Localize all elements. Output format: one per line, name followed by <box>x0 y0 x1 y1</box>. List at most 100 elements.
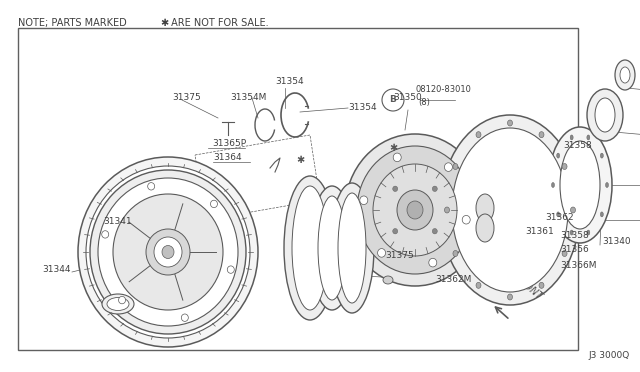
Ellipse shape <box>407 201 423 219</box>
Ellipse shape <box>476 194 494 222</box>
Ellipse shape <box>570 207 575 213</box>
Ellipse shape <box>393 153 401 162</box>
Ellipse shape <box>476 214 494 242</box>
Ellipse shape <box>462 215 470 224</box>
Ellipse shape <box>570 230 573 235</box>
Ellipse shape <box>357 146 473 274</box>
Ellipse shape <box>452 128 568 292</box>
Ellipse shape <box>587 230 590 235</box>
Ellipse shape <box>453 164 458 170</box>
Ellipse shape <box>557 212 559 217</box>
Ellipse shape <box>211 200 218 208</box>
Ellipse shape <box>476 132 481 138</box>
Ellipse shape <box>86 166 250 338</box>
Ellipse shape <box>600 212 604 217</box>
Ellipse shape <box>557 153 559 158</box>
Ellipse shape <box>508 294 513 300</box>
Ellipse shape <box>345 134 485 286</box>
Ellipse shape <box>560 141 600 229</box>
Ellipse shape <box>432 228 437 234</box>
Text: J3 3000Q: J3 3000Q <box>589 351 630 360</box>
Ellipse shape <box>562 164 567 170</box>
Ellipse shape <box>548 127 612 243</box>
Ellipse shape <box>476 282 481 288</box>
Ellipse shape <box>360 196 368 205</box>
Text: 31341: 31341 <box>103 218 132 227</box>
Ellipse shape <box>90 170 246 334</box>
Bar <box>95 228 160 263</box>
Ellipse shape <box>338 193 366 303</box>
Text: 31354: 31354 <box>348 103 376 112</box>
Ellipse shape <box>397 190 433 230</box>
Text: ✱: ✱ <box>160 18 168 28</box>
Ellipse shape <box>393 228 397 234</box>
Text: 31375: 31375 <box>385 250 413 260</box>
Ellipse shape <box>552 183 554 187</box>
Text: 31344: 31344 <box>42 266 70 275</box>
Text: ARE NOT FOR SALE.: ARE NOT FOR SALE. <box>168 18 269 28</box>
Text: 31354M: 31354M <box>230 93 266 103</box>
Text: 31365P: 31365P <box>212 138 246 148</box>
Ellipse shape <box>310 186 354 310</box>
Ellipse shape <box>98 178 238 326</box>
Ellipse shape <box>539 282 544 288</box>
Ellipse shape <box>383 276 393 284</box>
Ellipse shape <box>570 135 573 140</box>
Ellipse shape <box>107 298 129 311</box>
Ellipse shape <box>595 98 615 132</box>
Ellipse shape <box>227 266 234 273</box>
Text: 31340: 31340 <box>602 237 630 247</box>
Text: ✱: ✱ <box>389 143 397 153</box>
Ellipse shape <box>292 186 328 310</box>
Ellipse shape <box>444 163 452 171</box>
Ellipse shape <box>562 250 567 257</box>
Ellipse shape <box>587 135 590 140</box>
Ellipse shape <box>432 186 437 192</box>
Text: B: B <box>390 96 396 105</box>
Ellipse shape <box>620 67 630 83</box>
Text: 31350: 31350 <box>394 93 422 103</box>
Ellipse shape <box>445 207 449 213</box>
Ellipse shape <box>605 183 609 187</box>
Ellipse shape <box>440 115 580 305</box>
Text: 31358: 31358 <box>560 231 589 240</box>
Ellipse shape <box>508 120 513 126</box>
Ellipse shape <box>102 231 109 238</box>
Ellipse shape <box>154 237 182 267</box>
Text: 31364: 31364 <box>213 154 242 163</box>
Ellipse shape <box>600 153 604 158</box>
Ellipse shape <box>118 296 125 304</box>
Text: 31362M: 31362M <box>435 276 472 285</box>
Ellipse shape <box>113 194 223 310</box>
Ellipse shape <box>539 132 544 138</box>
Text: 31366M: 31366M <box>560 260 596 269</box>
Text: 31354: 31354 <box>276 77 304 87</box>
Text: 08120-83010: 08120-83010 <box>415 86 471 94</box>
Ellipse shape <box>453 250 458 257</box>
Bar <box>18 28 578 350</box>
Ellipse shape <box>330 183 374 313</box>
Ellipse shape <box>162 246 174 259</box>
Ellipse shape <box>102 294 134 314</box>
Ellipse shape <box>615 60 635 90</box>
Text: 31361: 31361 <box>525 228 554 237</box>
Ellipse shape <box>146 229 190 275</box>
Ellipse shape <box>318 196 346 300</box>
Ellipse shape <box>78 157 258 347</box>
Text: 31362: 31362 <box>545 214 573 222</box>
Text: 31356: 31356 <box>560 246 589 254</box>
Ellipse shape <box>587 89 623 141</box>
Ellipse shape <box>284 176 336 320</box>
Text: FRONT: FRONT <box>512 273 544 302</box>
Text: ✱: ✱ <box>296 155 304 165</box>
Text: 31358: 31358 <box>563 141 592 150</box>
Ellipse shape <box>181 314 188 321</box>
Text: (8): (8) <box>418 97 430 106</box>
Ellipse shape <box>378 248 385 257</box>
Ellipse shape <box>373 164 457 256</box>
Text: NOTE; PARTS MARKED: NOTE; PARTS MARKED <box>18 18 130 28</box>
Ellipse shape <box>393 186 397 192</box>
Ellipse shape <box>148 183 155 190</box>
Text: 31375: 31375 <box>172 93 201 102</box>
Ellipse shape <box>429 258 436 267</box>
